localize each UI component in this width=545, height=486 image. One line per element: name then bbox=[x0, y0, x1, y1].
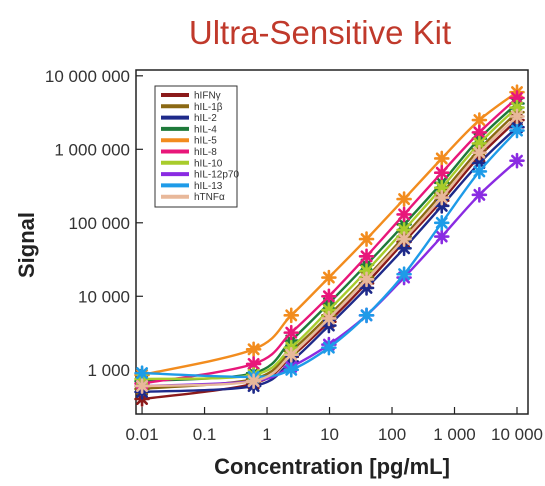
data-point-s6-8 bbox=[509, 99, 525, 116]
y-tick-label: 10 000 000 bbox=[45, 67, 130, 86]
legend-entry-6: hIL-10 bbox=[194, 158, 223, 169]
data-point-s9-5 bbox=[396, 231, 412, 247]
data-point-s5-7 bbox=[471, 124, 488, 141]
data-point-s4-3 bbox=[321, 269, 337, 286]
plot-area: 0.01 0.1 1 10 100 1 000 10 000 1 000 10 000 100 0… bbox=[45, 67, 543, 444]
data-point-s7-6 bbox=[433, 228, 450, 245]
data-point-s6-3 bbox=[321, 302, 337, 318]
data-point-s5-5 bbox=[396, 206, 412, 223]
y-tick-label: 10 000 bbox=[78, 287, 130, 306]
data-point-s9-1 bbox=[245, 373, 262, 389]
y-tick-label: 1 000 000 bbox=[54, 140, 130, 159]
data-point-s5-6 bbox=[433, 164, 450, 181]
data-point-s9-4 bbox=[358, 271, 375, 288]
data-point-s2-6 bbox=[433, 198, 450, 214]
legend-entry-3: hIL-4 bbox=[194, 124, 217, 135]
data-point-s8-7 bbox=[471, 163, 488, 180]
data-point-s8-0 bbox=[134, 365, 150, 381]
data-point-s7-8 bbox=[509, 152, 525, 169]
data-point-s5-1 bbox=[245, 356, 262, 372]
data-point-s5-3 bbox=[321, 288, 337, 305]
legend-entry-1: hIL-1β bbox=[194, 102, 223, 113]
data-point-s8-6 bbox=[433, 214, 450, 231]
legend-entry-5: hIL-8 bbox=[194, 147, 217, 158]
legend-entry-2: hIL-2 bbox=[194, 113, 217, 124]
data-point-s2-4 bbox=[358, 280, 375, 296]
data-point-s8-8 bbox=[509, 122, 525, 139]
data-point-s9-8 bbox=[509, 108, 525, 125]
data-point-s6-4 bbox=[358, 263, 375, 279]
y-axis-label: Signal bbox=[14, 212, 39, 278]
data-point-s8-2 bbox=[283, 361, 300, 378]
data-point-s5-2 bbox=[283, 324, 300, 341]
data-point-s7-7 bbox=[471, 187, 488, 203]
data-point-s9-0 bbox=[134, 378, 150, 394]
data-point-s4-1 bbox=[245, 341, 262, 358]
data-point-s8-5 bbox=[396, 266, 412, 282]
x-tick-label: 1 bbox=[262, 425, 271, 444]
data-point-s4-4 bbox=[358, 231, 375, 247]
plot-frame bbox=[135, 69, 529, 415]
data-point-s4-2 bbox=[283, 307, 300, 324]
x-tick-label: 1 000 bbox=[433, 425, 476, 444]
data-point-s9-3 bbox=[321, 310, 337, 327]
data-point-s6-6 bbox=[433, 179, 450, 196]
x-tick-label: 100 bbox=[378, 425, 406, 444]
data-point-s8-4 bbox=[358, 307, 375, 324]
data-point-s4-6 bbox=[433, 150, 450, 167]
data-point-s6-5 bbox=[396, 222, 412, 238]
data-point-s6-7 bbox=[471, 135, 488, 152]
x-axis-label: Concentration [pg/mL] bbox=[214, 454, 450, 479]
legend-entry-0: hIFNγ bbox=[194, 91, 221, 102]
chart-title: Ultra-Sensitive Kit bbox=[189, 14, 451, 51]
x-tick-label: 0.01 bbox=[126, 425, 159, 444]
y-tick-label: 1 000 bbox=[87, 361, 130, 380]
data-point-s2-7 bbox=[471, 155, 488, 171]
data-point-s8-3 bbox=[321, 339, 337, 356]
x-tick-label: 10 bbox=[320, 425, 339, 444]
data-point-s4-5 bbox=[396, 191, 412, 207]
x-tick-label: 10 000 bbox=[491, 425, 543, 444]
data-point-s2-5 bbox=[396, 240, 412, 257]
x-tick-label: 0.1 bbox=[193, 425, 217, 444]
data-point-s4-7 bbox=[471, 112, 488, 128]
legend-entry-8: hIL-13 bbox=[194, 181, 223, 192]
legend-entry-7: hIL-12p70 bbox=[194, 170, 239, 181]
legend-entry-9: hTNFα bbox=[194, 192, 225, 203]
data-point-s9-7 bbox=[471, 144, 488, 161]
y-tick-label: 100 000 bbox=[69, 214, 130, 233]
legend-entry-4: hIL-5 bbox=[194, 136, 217, 147]
data-point-s9-2 bbox=[283, 346, 300, 363]
data-point-s5-4 bbox=[358, 248, 375, 265]
data-point-s9-6 bbox=[433, 189, 450, 206]
data-point-s5-8 bbox=[509, 90, 525, 106]
